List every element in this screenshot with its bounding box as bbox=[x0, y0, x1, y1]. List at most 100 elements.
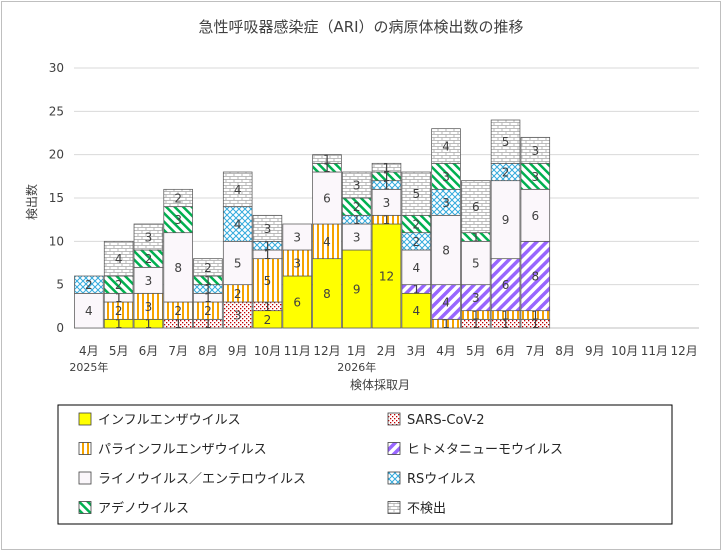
data-label: 8 bbox=[442, 244, 450, 258]
data-label: 3 bbox=[264, 222, 272, 236]
data-label: 8 bbox=[323, 287, 331, 301]
x-tick-label: 7月 bbox=[168, 344, 188, 358]
data-label: 2 bbox=[204, 304, 212, 318]
data-label: 5 bbox=[502, 135, 510, 149]
legend-swatch bbox=[387, 442, 401, 455]
bar-segment bbox=[431, 214, 461, 286]
bar-segment bbox=[520, 136, 551, 164]
data-label: 1 bbox=[204, 283, 212, 297]
data-label: 3 bbox=[353, 179, 361, 193]
data-label: 12 bbox=[379, 270, 394, 284]
bar-segment bbox=[461, 240, 491, 286]
data-label: 4 bbox=[442, 296, 450, 310]
x-tick-label: 11月 bbox=[641, 344, 668, 358]
bar-segment bbox=[371, 223, 402, 329]
bar-segment bbox=[222, 301, 253, 329]
bar-segment bbox=[520, 188, 551, 242]
chart-title: 急性呼吸器感染症（ARI）の病原体検出数の推移 bbox=[198, 18, 523, 36]
data-label: 1 bbox=[531, 317, 539, 331]
x-tick-label: 9月 bbox=[228, 344, 248, 358]
data-label: 4 bbox=[85, 304, 93, 318]
bar-segment bbox=[341, 223, 372, 251]
bar-segment bbox=[341, 249, 372, 329]
data-label: 2 bbox=[204, 261, 212, 275]
legend-swatch bbox=[387, 471, 401, 485]
data-label: 1 bbox=[264, 300, 272, 314]
x-tick-label: 4月 bbox=[79, 344, 99, 358]
data-label: 6 bbox=[472, 200, 480, 214]
data-label: 5 bbox=[472, 257, 480, 271]
data-label: 1 bbox=[115, 317, 123, 331]
x-tick-label: 8月 bbox=[555, 344, 575, 358]
bar-segment bbox=[431, 128, 461, 164]
x-axis-label: 検体採取月 bbox=[350, 378, 410, 392]
bar-segment bbox=[222, 206, 253, 242]
bars: 4212124133231283212111232544215113633846… bbox=[74, 119, 551, 331]
x-tick-label: 7月 bbox=[525, 344, 545, 358]
legend-entry: パラインフルエンザウイルス bbox=[98, 443, 267, 458]
data-label: 3 bbox=[442, 196, 450, 210]
legend-swatch bbox=[387, 412, 401, 426]
data-label: 1 bbox=[472, 309, 480, 323]
bar-segment bbox=[133, 223, 164, 251]
x-tick-label: 3月 bbox=[406, 344, 426, 358]
data-label: 3 bbox=[293, 231, 301, 245]
data-label: 1 bbox=[472, 317, 480, 331]
x-tick-label: 6月 bbox=[496, 344, 516, 358]
data-label: 1 bbox=[115, 291, 123, 305]
bar-segment bbox=[312, 258, 342, 329]
data-label: 2 bbox=[174, 192, 182, 206]
data-label: 1 bbox=[412, 283, 420, 297]
y-tick-label: 30 bbox=[49, 61, 64, 75]
data-label: 4 bbox=[234, 218, 242, 232]
year-label: 2026年 bbox=[337, 360, 376, 374]
x-tick-label: 10月 bbox=[611, 344, 638, 358]
year-label: 2025年 bbox=[69, 360, 108, 374]
x-tick-label: 11月 bbox=[284, 344, 311, 358]
data-label: 8 bbox=[531, 270, 539, 284]
legend-entry: アデノウイルス bbox=[98, 501, 189, 517]
x-tick-label: 5月 bbox=[109, 344, 129, 358]
bar-segment bbox=[222, 240, 253, 286]
data-label: 2 bbox=[234, 287, 242, 301]
bar-segment bbox=[490, 258, 521, 312]
legend-swatch bbox=[78, 501, 92, 514]
bar-segment bbox=[461, 180, 491, 234]
bar-segment bbox=[431, 162, 461, 190]
data-label: 3 bbox=[531, 144, 539, 158]
y-tick-label: 15 bbox=[49, 191, 64, 205]
bar-segment bbox=[163, 232, 193, 303]
data-label: 3 bbox=[293, 257, 301, 271]
legend-entry: 不検出 bbox=[407, 502, 446, 517]
data-label: 2 bbox=[412, 235, 420, 249]
bar-segment bbox=[103, 240, 134, 277]
bar-segment bbox=[282, 223, 312, 251]
data-label: 1 bbox=[204, 274, 212, 288]
data-label: 9 bbox=[502, 213, 510, 227]
data-label: 2 bbox=[412, 218, 420, 232]
bar-segment bbox=[520, 240, 551, 312]
data-label: 4 bbox=[412, 261, 420, 275]
data-label: 6 bbox=[531, 209, 539, 223]
data-label: 1 bbox=[442, 317, 450, 331]
bar-segment bbox=[401, 171, 432, 216]
y-tick-label: 20 bbox=[49, 148, 64, 162]
legend-entry: SARS-CoV-2 bbox=[407, 413, 485, 428]
bar-segment bbox=[133, 292, 164, 320]
data-label: 1 bbox=[353, 213, 361, 227]
data-label: 3 bbox=[383, 196, 391, 210]
data-label: 6 bbox=[293, 296, 301, 310]
data-label: 1 bbox=[531, 309, 539, 323]
bar-segment bbox=[431, 284, 461, 320]
y-tick-labels: 0 5 10 15 20 25 30 bbox=[49, 61, 64, 335]
bar-segment bbox=[74, 275, 104, 294]
y-tick-label: 10 bbox=[49, 234, 64, 248]
bar-segment bbox=[341, 171, 372, 199]
data-label: 2 bbox=[145, 252, 153, 266]
data-label: 4 bbox=[115, 252, 123, 266]
x-tick-label: 2月 bbox=[377, 344, 397, 358]
x-tick-label: 6月 bbox=[139, 344, 159, 358]
bar-segment bbox=[282, 275, 312, 329]
bar-segment bbox=[252, 258, 283, 303]
